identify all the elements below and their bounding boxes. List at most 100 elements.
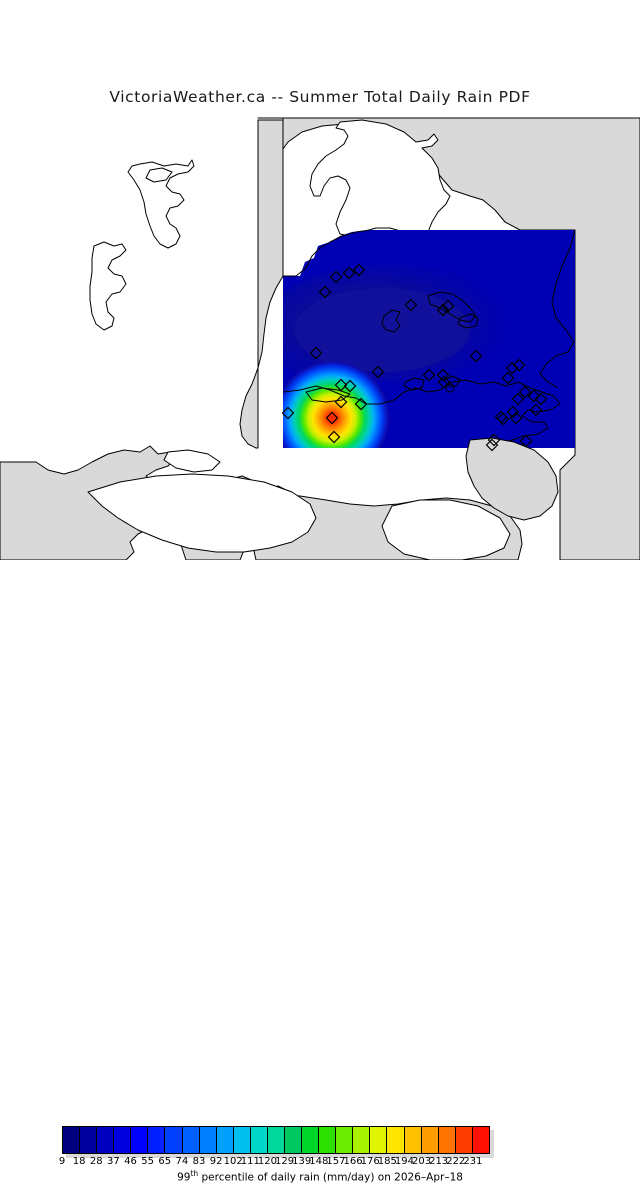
station-marker <box>511 392 525 406</box>
lake-a <box>381 309 401 333</box>
station-marker <box>529 403 543 417</box>
station-marker <box>422 368 436 382</box>
colorbar-segment-13 <box>285 1127 303 1153</box>
station-marker <box>505 361 519 375</box>
station-marker <box>509 411 523 425</box>
colorbar-segment-16 <box>336 1127 354 1153</box>
colorbar-tick-92: 92 <box>209 1156 223 1167</box>
colorbar-segment-21 <box>421 1127 439 1153</box>
rain-hotspot-layer <box>283 360 390 448</box>
colorbar-segment-20 <box>404 1127 422 1153</box>
map-canvas <box>0 0 640 560</box>
station-marker <box>441 299 455 313</box>
station-marker <box>436 368 450 382</box>
land-east-lower <box>465 437 559 521</box>
colorbar-segment-5 <box>148 1127 166 1153</box>
station-marker <box>343 379 357 393</box>
caption-suffix: percentile of daily rain (mm/day) on 202… <box>198 1171 463 1184</box>
island-small-north <box>145 167 173 183</box>
colorbar-segment-11 <box>250 1127 268 1153</box>
station-markers <box>281 263 548 452</box>
colorbar-tick-74: 74 <box>175 1156 189 1167</box>
colorbar-segment-19 <box>387 1127 405 1153</box>
colorbar-segment-24 <box>472 1127 489 1153</box>
lake-c <box>457 313 479 329</box>
map-panel <box>0 0 640 560</box>
colorbar-segment-7 <box>182 1127 200 1153</box>
offshore-islands <box>89 159 195 331</box>
colorbar-tick-83: 83 <box>192 1156 206 1167</box>
station-marker <box>437 375 451 389</box>
station-marker <box>327 430 341 444</box>
station-marker <box>352 263 366 277</box>
station-marker <box>496 412 510 426</box>
colorbar-segment-22 <box>438 1127 456 1153</box>
station-marker <box>334 395 348 409</box>
station-marker <box>371 365 385 379</box>
station-marker <box>318 285 332 299</box>
station-marker <box>519 434 533 448</box>
rain-hotspot <box>283 360 390 448</box>
colorbar-segment-2 <box>97 1127 115 1153</box>
water-sw-bay <box>87 473 317 553</box>
colorbar-tick-9: 9 <box>58 1156 66 1167</box>
colorbar-tick-28: 28 <box>89 1156 103 1167</box>
colorbar-tick-55: 55 <box>141 1156 154 1167</box>
colorbar-segment-18 <box>370 1127 388 1153</box>
station-marker <box>506 405 520 419</box>
station-marker <box>334 378 348 392</box>
colorbar-tick-231: 231 <box>463 1156 483 1167</box>
rain-se-peninsula <box>400 380 558 444</box>
colorbar-section: 9 18 28 37 46 55 65 74 83 92 102 111 120 129 139 148 157… <box>0 560 640 1184</box>
colorbar-segment-12 <box>267 1127 286 1153</box>
colorbar-tick-18: 18 <box>72 1156 86 1167</box>
island-haida-gwaii <box>89 241 127 331</box>
colorbar-segment-23 <box>455 1127 473 1153</box>
station-marker <box>534 392 548 406</box>
island-vancouver <box>127 159 195 249</box>
station-marker <box>325 411 339 425</box>
station-marker <box>512 358 526 372</box>
page-title: VictoriaWeather.ca -- Summer Total Daily… <box>109 88 531 106</box>
coastline-overlay <box>282 229 576 449</box>
colorbar-segment-3 <box>114 1127 132 1153</box>
station-marker <box>487 433 501 447</box>
colorbar-segment-10 <box>233 1127 251 1153</box>
colorbar-tick-46: 46 <box>124 1156 137 1167</box>
lake-b <box>427 291 477 323</box>
colorbar-tick-37: 37 <box>106 1156 120 1167</box>
station-marker <box>527 389 541 403</box>
caption-prefix: 99 <box>177 1171 191 1184</box>
colorbar-tick-65: 65 <box>158 1156 172 1167</box>
station-marker <box>309 346 323 360</box>
water-east-bay <box>381 499 511 560</box>
colorbar-segment-17 <box>353 1127 371 1153</box>
station-marker <box>436 303 450 317</box>
lake-d <box>305 387 351 403</box>
colorbar-segment-6 <box>165 1127 183 1153</box>
station-marker <box>329 270 343 284</box>
inland-lakes-in-domain <box>305 291 479 403</box>
colorbar-segment-4 <box>131 1127 149 1153</box>
colorbar-segment-9 <box>216 1127 234 1153</box>
colorbar-segment-0 <box>63 1127 81 1153</box>
station-marker <box>281 406 295 420</box>
station-marker <box>501 371 515 385</box>
lake-e <box>403 377 425 391</box>
colorbar-caption: 99th percentile of daily rain (mm/day) o… <box>0 1169 640 1184</box>
station-marker <box>469 349 483 363</box>
inland-water <box>87 449 511 560</box>
colorbar-tick-labels: 9 18 28 37 46 55 65 74 83 92 102 111 120 129 139 148 157… <box>0 1156 640 1170</box>
rain-interior-core <box>294 288 470 372</box>
station-marker <box>354 397 368 411</box>
colorbar-segment-8 <box>199 1127 217 1153</box>
lake-dot <box>445 383 455 393</box>
colorbar <box>62 1126 490 1154</box>
station-marker <box>342 266 356 280</box>
water-channel <box>163 449 221 473</box>
colorbar-segment-15 <box>319 1127 337 1153</box>
caption-superscript: th <box>190 1169 199 1178</box>
station-marker <box>518 385 532 399</box>
station-marker <box>404 298 418 312</box>
